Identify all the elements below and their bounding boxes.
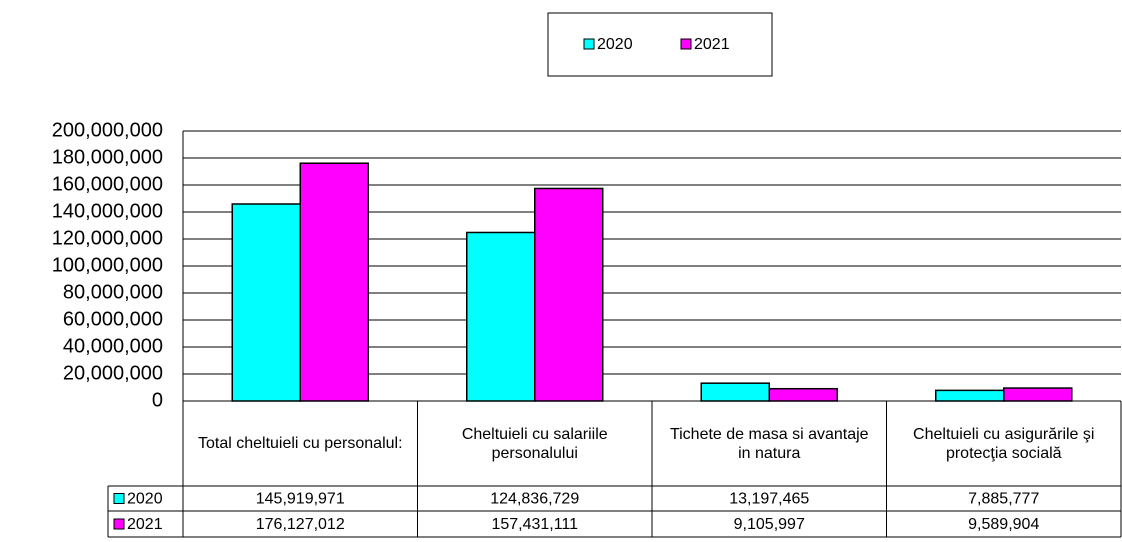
legend-label: 2021 — [694, 36, 730, 53]
legend-box — [547, 12, 773, 77]
table-value: 13,197,465 — [729, 491, 809, 508]
bar — [534, 187, 604, 402]
y-tick-label: 200,000,000 — [52, 119, 163, 141]
bar — [1003, 387, 1073, 402]
y-tick-label: 40,000,000 — [63, 335, 163, 357]
y-tick-label: 80,000,000 — [63, 281, 163, 303]
bar — [935, 389, 1005, 402]
table-value: 145,919,971 — [256, 491, 345, 508]
table-value: 176,127,012 — [256, 516, 345, 533]
table-value: 124,836,729 — [490, 491, 579, 508]
category-label: Cheltuieli cu asigurările şi protecţia s… — [913, 425, 1095, 462]
bar — [231, 203, 301, 402]
bar — [299, 162, 369, 402]
y-tick-label: 120,000,000 — [52, 227, 163, 249]
legend-key — [583, 38, 595, 50]
table-value: 157,431,111 — [491, 516, 578, 533]
category-label: Tichete de masa si avantaje in natura — [669, 425, 869, 462]
bar — [768, 387, 838, 402]
category-label: Total cheltuieli cu personalul: — [197, 435, 403, 452]
y-tick-label: 60,000,000 — [63, 308, 163, 330]
legend-label: 2020 — [597, 36, 633, 53]
table-value: 7,885,777 — [968, 491, 1039, 508]
table-legend-key — [113, 493, 125, 504]
bar — [466, 231, 536, 402]
y-tick-label: 140,000,000 — [52, 200, 163, 222]
table-value: 9,589,904 — [968, 516, 1039, 533]
y-tick-label: 0 — [152, 389, 163, 411]
table-row-header: 2020 — [127, 491, 163, 508]
y-tick-label: 160,000,000 — [52, 173, 163, 195]
bar — [700, 382, 770, 402]
y-tick-label: 20,000,000 — [63, 362, 163, 384]
table-legend-key — [113, 518, 125, 530]
table-value: 9,105,997 — [734, 516, 805, 533]
y-tick-label: 100,000,000 — [52, 254, 163, 276]
legend-key — [680, 38, 692, 50]
category-label: Cheltuieli cu salariile personalului — [461, 425, 608, 462]
table-row-header: 2021 — [127, 516, 163, 533]
y-tick-label: 180,000,000 — [52, 146, 163, 168]
